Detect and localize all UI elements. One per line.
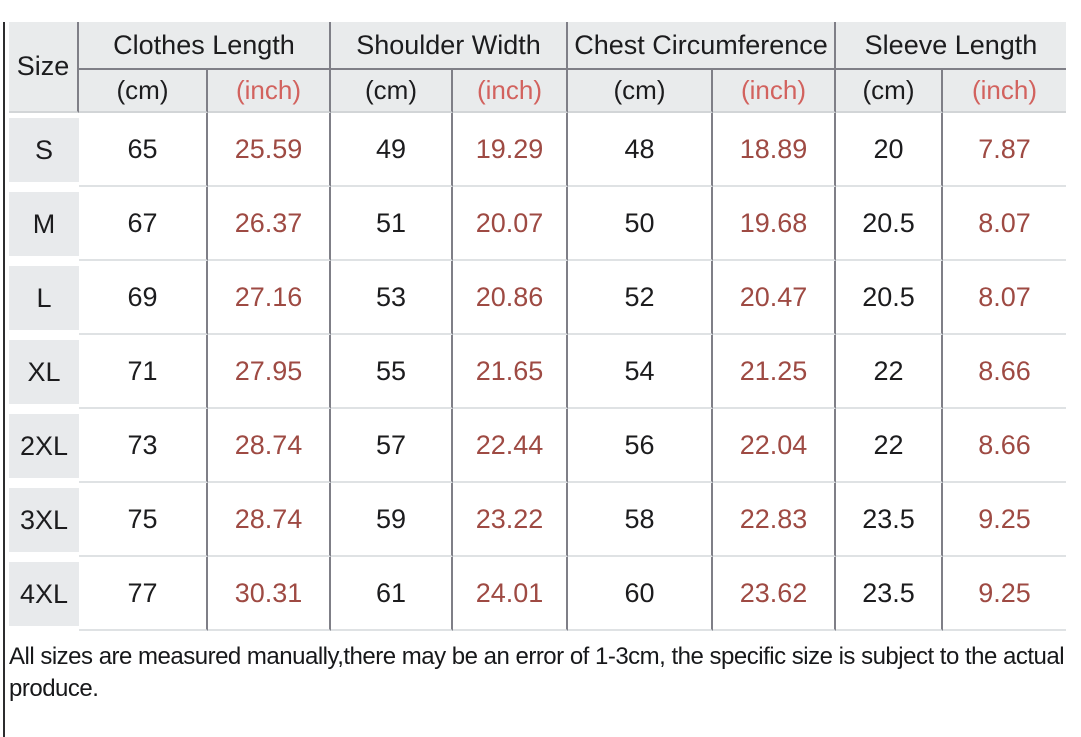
size-label-s: S bbox=[9, 118, 79, 182]
clothes-length-inch-value: 26.37 bbox=[208, 187, 331, 261]
sleeve-length-inch-value: 7.87 bbox=[943, 113, 1066, 187]
sleeve-length-cm-value: 20 bbox=[836, 113, 943, 187]
size-label-cell: L bbox=[9, 261, 79, 335]
chest-circumference-cm-value: 52 bbox=[568, 261, 713, 335]
chest-circumference-inch-value: 22.83 bbox=[713, 483, 836, 557]
shoulder-width-inch-value: 20.07 bbox=[453, 187, 568, 261]
shoulder-width-cm-value: 61 bbox=[331, 557, 453, 631]
col-group-chest-circumference: Chest Circumference bbox=[568, 22, 836, 70]
shoulder-width-cm-value: 53 bbox=[331, 261, 453, 335]
clothes-length-cm-value: 69 bbox=[79, 261, 208, 335]
clothes-length-inch-value: 27.95 bbox=[208, 335, 331, 409]
clothes-length-inch-value: 28.74 bbox=[208, 409, 331, 483]
col-group-shoulder-width: Shoulder Width bbox=[331, 22, 568, 70]
left-border-line bbox=[3, 22, 5, 737]
shoulder-width-cm-value: 55 bbox=[331, 335, 453, 409]
clothes-length-cm-value: 67 bbox=[79, 187, 208, 261]
size-label-2xl: 2XL bbox=[9, 414, 79, 478]
sleeve-length-inch-value: 9.25 bbox=[943, 483, 1066, 557]
measurement-disclaimer: All sizes are measured manually,there ma… bbox=[9, 643, 1065, 702]
clothes-length-cm-value: 65 bbox=[79, 113, 208, 187]
sleeve-length-inch-value: 8.07 bbox=[943, 261, 1066, 335]
chest-circumference-cm-value: 48 bbox=[568, 113, 713, 187]
shoulder-width-inch-value: 24.01 bbox=[453, 557, 568, 631]
shoulder-width-cm-value: 51 bbox=[331, 187, 453, 261]
unit-header-sleeve-length-inch: (inch) bbox=[943, 70, 1066, 113]
shoulder-width-inch-value: 20.86 bbox=[453, 261, 568, 335]
sleeve-length-cm-value: 23.5 bbox=[836, 557, 943, 631]
size-label-cell: 2XL bbox=[9, 409, 79, 483]
clothes-length-cm-value: 75 bbox=[79, 483, 208, 557]
col-group-clothes-length: Clothes Length bbox=[79, 22, 331, 70]
chest-circumference-inch-value: 20.47 bbox=[713, 261, 836, 335]
sleeve-length-cm-value: 20.5 bbox=[836, 187, 943, 261]
clothes-length-inch-value: 30.31 bbox=[208, 557, 331, 631]
chest-circumference-cm-value: 54 bbox=[568, 335, 713, 409]
clothes-length-inch-value: 27.16 bbox=[208, 261, 331, 335]
clothes-length-cm-value: 73 bbox=[79, 409, 208, 483]
unit-header-chest-circumference-inch: (inch) bbox=[713, 70, 836, 113]
size-label-cell: 3XL bbox=[9, 483, 79, 557]
clothes-length-inch-value: 25.59 bbox=[208, 113, 331, 187]
sleeve-length-cm-value: 22 bbox=[836, 409, 943, 483]
size-chart-table: Size Clothes Length Shoulder Width Chest… bbox=[9, 22, 1081, 631]
size-label-xl: XL bbox=[9, 340, 79, 404]
sleeve-length-inch-value: 9.25 bbox=[943, 557, 1066, 631]
size-label-3xl: 3XL bbox=[9, 488, 79, 552]
size-label-cell: XL bbox=[9, 335, 79, 409]
unit-header-sleeve-length-cm: (cm) bbox=[836, 70, 943, 113]
size-label-cell: 4XL bbox=[9, 557, 79, 631]
unit-header-chest-circumference-cm: (cm) bbox=[568, 70, 713, 113]
shoulder-width-cm-value: 59 bbox=[331, 483, 453, 557]
size-label-cell: M bbox=[9, 187, 79, 261]
col-group-sleeve-length: Sleeve Length bbox=[836, 22, 1066, 70]
clothes-length-inch-value: 28.74 bbox=[208, 483, 331, 557]
sleeve-length-cm-value: 20.5 bbox=[836, 261, 943, 335]
chest-circumference-cm-value: 56 bbox=[568, 409, 713, 483]
shoulder-width-inch-value: 21.65 bbox=[453, 335, 568, 409]
chest-circumference-inch-value: 21.25 bbox=[713, 335, 836, 409]
unit-header-clothes-length-inch: (inch) bbox=[208, 70, 331, 113]
clothes-length-cm-value: 71 bbox=[79, 335, 208, 409]
sleeve-length-inch-value: 8.66 bbox=[943, 409, 1066, 483]
chest-circumference-cm-value: 58 bbox=[568, 483, 713, 557]
shoulder-width-cm-value: 49 bbox=[331, 113, 453, 187]
shoulder-width-inch-value: 19.29 bbox=[453, 113, 568, 187]
clothes-length-cm-value: 77 bbox=[79, 557, 208, 631]
size-label-cell: S bbox=[9, 113, 79, 187]
sleeve-length-inch-value: 8.07 bbox=[943, 187, 1066, 261]
sleeve-length-cm-value: 22 bbox=[836, 335, 943, 409]
size-label-l: L bbox=[9, 266, 79, 330]
shoulder-width-inch-value: 22.44 bbox=[453, 409, 568, 483]
shoulder-width-cm-value: 57 bbox=[331, 409, 453, 483]
chest-circumference-cm-value: 50 bbox=[568, 187, 713, 261]
sleeve-length-cm-value: 23.5 bbox=[836, 483, 943, 557]
col-header-size: Size bbox=[9, 22, 79, 113]
size-label-4xl: 4XL bbox=[9, 562, 79, 626]
chest-circumference-inch-value: 19.68 bbox=[713, 187, 836, 261]
shoulder-width-inch-value: 23.22 bbox=[453, 483, 568, 557]
sleeve-length-inch-value: 8.66 bbox=[943, 335, 1066, 409]
chest-circumference-cm-value: 60 bbox=[568, 557, 713, 631]
chest-circumference-inch-value: 23.62 bbox=[713, 557, 836, 631]
unit-header-shoulder-width-inch: (inch) bbox=[453, 70, 568, 113]
unit-header-shoulder-width-cm: (cm) bbox=[331, 70, 453, 113]
size-label-m: M bbox=[9, 192, 79, 256]
unit-header-clothes-length-cm: (cm) bbox=[79, 70, 208, 113]
chest-circumference-inch-value: 18.89 bbox=[713, 113, 836, 187]
chest-circumference-inch-value: 22.04 bbox=[713, 409, 836, 483]
